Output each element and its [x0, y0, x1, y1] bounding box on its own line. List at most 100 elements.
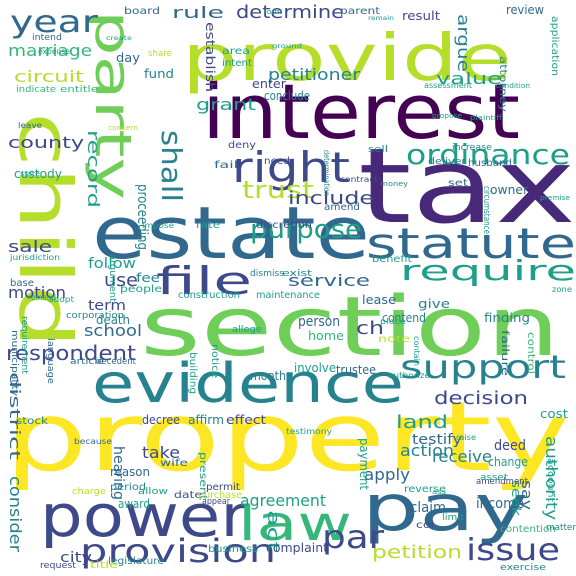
word-limit: limit [442, 513, 465, 523]
word-set: set [448, 178, 468, 189]
word-petitioner: petitioner [268, 65, 360, 84]
word-owner: owner [490, 183, 528, 197]
word-wife: wife [160, 458, 188, 469]
word-municipality: municipality [9, 330, 19, 397]
word-adopt: adopt [48, 295, 74, 304]
word-power: power [40, 482, 248, 550]
word-right: right [232, 143, 350, 192]
word-person: person [298, 314, 340, 330]
word-form: form [264, 8, 282, 16]
word-petition: petition [372, 542, 462, 563]
word-payment: payment [357, 438, 371, 490]
word-create: create [106, 35, 132, 42]
word-evidence: evidence [92, 352, 404, 415]
word-argument: argument [107, 254, 117, 303]
word-zone: zone [552, 285, 572, 294]
word-respondent: respondent [6, 341, 136, 365]
word-dismiss: dismiss [250, 269, 284, 279]
word-period: period [110, 482, 146, 493]
word-sale: sale [8, 237, 52, 256]
word-lease: lease [362, 293, 396, 307]
word-trust: trust [242, 176, 314, 204]
word-place: place [380, 317, 406, 326]
word-amend: amend [324, 202, 360, 213]
word-application: application [549, 16, 560, 76]
word-party: party [84, 10, 142, 200]
word-corporation: corporation [66, 311, 124, 321]
word-use: use [104, 270, 138, 291]
word-sell: sell [368, 145, 388, 155]
word-benefit: benefit [372, 254, 412, 265]
word-income: income [476, 496, 524, 512]
word-city: city [60, 550, 92, 566]
word-leave: leave [18, 121, 42, 130]
word-custody: custody [14, 167, 62, 181]
word-result: result [402, 9, 440, 23]
word-hearing: hearing [110, 446, 126, 500]
word-area: area [222, 46, 250, 57]
word-marriage: marriage [8, 41, 92, 60]
word-decree: decree [142, 413, 180, 427]
word-issue: issue [466, 533, 560, 568]
word-allege: allege [232, 325, 262, 335]
word-finding: finding [484, 311, 530, 325]
word-contend: contend [382, 311, 426, 325]
word-district: district [6, 372, 22, 461]
word-affirm: affirm [188, 413, 224, 427]
word-claim: claim [410, 500, 446, 516]
word-raise: raise [456, 433, 476, 442]
word-deliver: deliver [428, 157, 466, 167]
word-title: title [90, 560, 118, 571]
word-tax: tax [358, 125, 576, 247]
word-service: service [288, 271, 370, 290]
word-law: law [238, 496, 352, 552]
word-statute: statute [366, 219, 576, 268]
word-construction: construction [178, 290, 240, 301]
word-amendment: amendment [476, 477, 528, 487]
word-charge: charge [72, 487, 106, 497]
word-present: present [197, 452, 208, 500]
word-condition: condition [496, 82, 530, 90]
word-seek: seek [509, 480, 523, 516]
word-day: day [116, 51, 140, 65]
word-fee: fee [136, 271, 160, 285]
word-establish: establish [203, 22, 217, 92]
word-deed: deed [494, 438, 526, 454]
word-impose: impose [142, 221, 174, 230]
word-provision: provision [80, 532, 276, 570]
word-allow: allow [138, 487, 168, 497]
word-year: year [10, 5, 99, 40]
word-value: value [436, 69, 502, 88]
word-fund: fund [144, 67, 174, 81]
word-request: request [40, 561, 76, 571]
word-need: need [264, 156, 290, 167]
word-provide: provide [182, 22, 512, 96]
word-review: review [506, 3, 544, 17]
word-maintenance: maintenance [256, 290, 320, 301]
word-premise: premise [540, 194, 570, 202]
word-include: include [288, 188, 374, 209]
word-month: month [250, 369, 286, 383]
word-decedent: decedent [96, 357, 136, 367]
word-involve: involve [294, 361, 336, 375]
word-school: school [84, 321, 142, 340]
word-notice: notice [209, 344, 220, 378]
word-receive: receive [432, 447, 492, 466]
word-increase: increase [452, 143, 492, 153]
word-because: because [74, 437, 112, 446]
word-plaintiff: plaintiff [470, 114, 502, 122]
word-ass: ass [432, 488, 446, 496]
word-record: record [84, 130, 103, 208]
word-deny: deny [228, 140, 256, 151]
word-entitle: entitle [60, 85, 99, 95]
word-permit: permit [206, 482, 240, 493]
word-people: people [120, 284, 162, 295]
word-asset: asset [480, 473, 509, 483]
word-ch: ch [356, 318, 384, 339]
word-follow: follow [88, 256, 136, 272]
word-argue: argue [454, 14, 473, 72]
word-property: property [4, 381, 570, 493]
word-say: say [518, 480, 534, 510]
